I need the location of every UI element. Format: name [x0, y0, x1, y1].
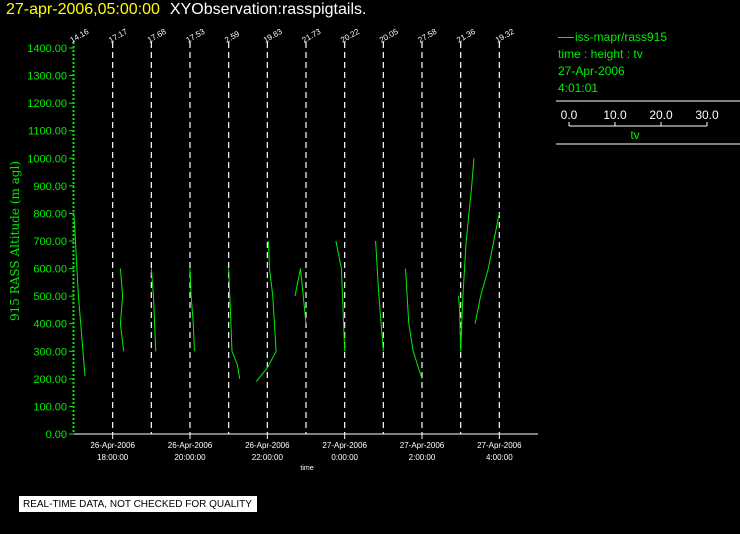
- legend-fields: time : height : tv: [558, 47, 643, 61]
- legend-scale-label: tv: [630, 128, 639, 142]
- y-tick-label: 500.00: [33, 291, 67, 303]
- y-tick-label: 1300.00: [27, 71, 67, 83]
- legend-scale-tick-label: 10.0: [603, 108, 627, 122]
- y-tick-label: 400.00: [33, 319, 67, 331]
- legend-line-swatch: [558, 37, 574, 39]
- legend: iss-mapr/rass915 time : height : tv 27-A…: [556, 29, 740, 147]
- y-tick-label: 1100.00: [28, 126, 67, 138]
- y-tick-label: 0.00: [46, 429, 67, 441]
- x-tick-label-time: 20:00:00: [174, 453, 206, 462]
- x-tick-label-date: 27-Apr-2006: [400, 441, 445, 450]
- legend-series: iss-mapr/rass915: [556, 29, 740, 46]
- y-axis-label: 915 RASS Altitude (m agl): [8, 161, 22, 321]
- y-tick-label: 800.00: [33, 208, 67, 220]
- profile-base-value-label: 19.32: [494, 27, 516, 45]
- legend-scale: 0.0 10.0 20.0 30.0 tv: [556, 100, 740, 145]
- chart-title: 27-apr-2006,05:00:00 XYObservation:rasspi…: [6, 1, 366, 19]
- profile-trace: [335, 240, 346, 352]
- y-tick-label: 1400.00: [27, 43, 67, 55]
- legend-scale-tick-label: 30.0: [695, 108, 719, 122]
- title-name: XYObservation:rasspigtails.: [169, 1, 367, 18]
- profile-trace: [294, 268, 307, 324]
- title-datetime: 27-apr-2006,05:00:00: [6, 1, 160, 18]
- profile-base-value-label: 17.17: [107, 27, 129, 45]
- legend-series-label: iss-mapr/rass915: [575, 30, 668, 44]
- legend-date: 27-Apr-2006: [558, 64, 625, 78]
- profile-base-value-label: 2.59: [223, 29, 241, 45]
- x-tick-label-date: 26-Apr-2006: [168, 441, 213, 450]
- x-tick-label-time: 2:00:00: [409, 453, 436, 462]
- profile-trace: [119, 268, 125, 352]
- x-tick-label-date: 27-Apr-2006: [322, 441, 367, 450]
- profile-trace: [405, 268, 423, 380]
- profile-trace: [73, 213, 86, 377]
- profile-base-value-label: 21.36: [455, 27, 477, 45]
- profile-base-value-label: 17.53: [185, 27, 207, 45]
- profile-base-value-label: 19.83: [262, 27, 284, 45]
- y-tick-label: 300.00: [33, 346, 67, 358]
- x-tick-label-date: 26-Apr-2006: [245, 441, 290, 450]
- x-tick-label-date: 26-Apr-2006: [90, 441, 135, 450]
- profile-trace: [228, 268, 241, 379]
- profile-trace: [375, 240, 384, 352]
- y-tick-label: 1200.00: [27, 98, 67, 110]
- x-tick-label-time: 18:00:00: [97, 453, 129, 462]
- profile-trace: [458, 158, 475, 352]
- y-tick-label: 700.00: [33, 236, 67, 248]
- profile-base-value-label: 21.73: [301, 27, 323, 45]
- legend-scale-tick-label: 0.0: [561, 108, 578, 122]
- profile-trace: [150, 268, 157, 352]
- x-tick-label-time: 4:00:00: [486, 453, 513, 462]
- y-tick-label: 200.00: [33, 374, 67, 386]
- x-tick-label-time: 22:00:00: [252, 453, 284, 462]
- profile-base-value-label: 27.58: [417, 27, 439, 45]
- profile-base-value-label: 17.68: [146, 27, 168, 45]
- profile-trace: [474, 213, 500, 324]
- profile-base-value-label: 14.16: [69, 27, 91, 45]
- legend-scale-tick-label: 20.0: [649, 108, 673, 122]
- x-axis-label: time: [300, 465, 313, 472]
- quality-disclaimer: REAL-TIME DATA, NOT CHECKED FOR QUALITY: [19, 496, 257, 512]
- profile-base-value-label: 20.05: [378, 27, 400, 45]
- y-tick-label: 600.00: [33, 264, 67, 276]
- profile-base-value-label: 20.22: [339, 27, 361, 45]
- y-tick-label: 100.00: [33, 401, 67, 413]
- profile-trace: [189, 268, 195, 352]
- x-tick-label-date: 27-Apr-2006: [477, 441, 522, 450]
- x-tick-label-time: 0:00:00: [331, 453, 358, 462]
- y-tick-label: 900.00: [33, 181, 67, 193]
- y-tick-label: 1000.00: [27, 153, 67, 165]
- legend-time: 4:01:01: [558, 81, 599, 95]
- profile-trace: [255, 240, 277, 382]
